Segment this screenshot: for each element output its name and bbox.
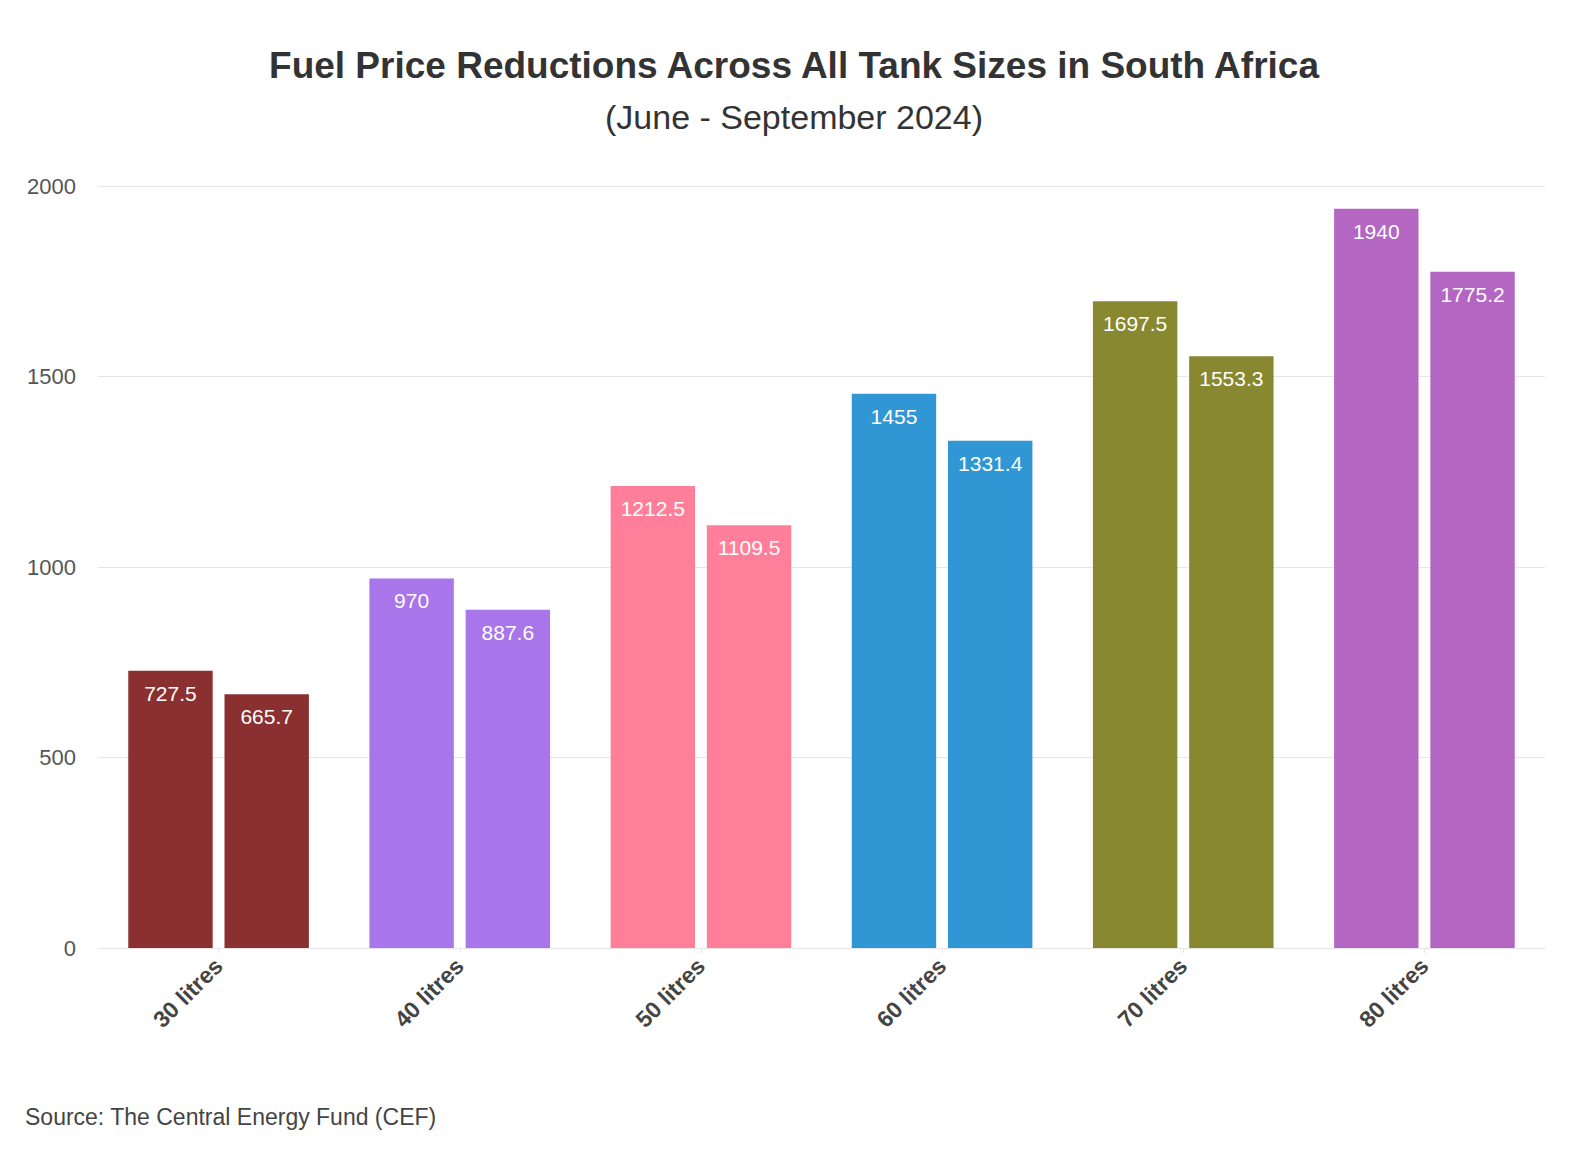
svg-text:1940: 1940 [1353,220,1400,243]
svg-text:500: 500 [39,745,76,770]
svg-text:1697.5: 1697.5 [1103,312,1167,335]
svg-text:80 litres: 80 litres [1354,953,1434,1033]
svg-text:50 litres: 50 litres [630,953,710,1033]
svg-text:Fuel Price Reductions Across A: Fuel Price Reductions Across All Tank Si… [269,45,1319,86]
svg-text:1500: 1500 [27,364,76,389]
svg-text:Source: The Central Energy Fun: Source: The Central Energy Fund (CEF) [25,1104,436,1130]
svg-text:1331.4: 1331.4 [958,452,1023,475]
svg-text:887.6: 887.6 [482,621,535,644]
svg-text:40 litres: 40 litres [389,953,469,1033]
svg-text:970: 970 [394,589,429,612]
svg-text:665.7: 665.7 [240,705,293,728]
svg-text:1000: 1000 [27,555,76,580]
svg-text:1455: 1455 [871,405,918,428]
svg-text:0: 0 [64,936,76,961]
svg-text:1775.2: 1775.2 [1440,283,1504,306]
svg-text:70 litres: 70 litres [1113,953,1193,1033]
svg-text:727.5: 727.5 [144,682,197,705]
svg-text:30 litres: 30 litres [148,953,228,1033]
svg-text:2000: 2000 [27,174,76,199]
svg-text:1109.5: 1109.5 [718,536,781,559]
svg-text:1553.3: 1553.3 [1199,367,1263,390]
svg-text:(June - September 2024): (June - September 2024) [605,98,983,136]
svg-text:60 litres: 60 litres [871,953,951,1033]
svg-text:1212.5: 1212.5 [621,497,685,520]
